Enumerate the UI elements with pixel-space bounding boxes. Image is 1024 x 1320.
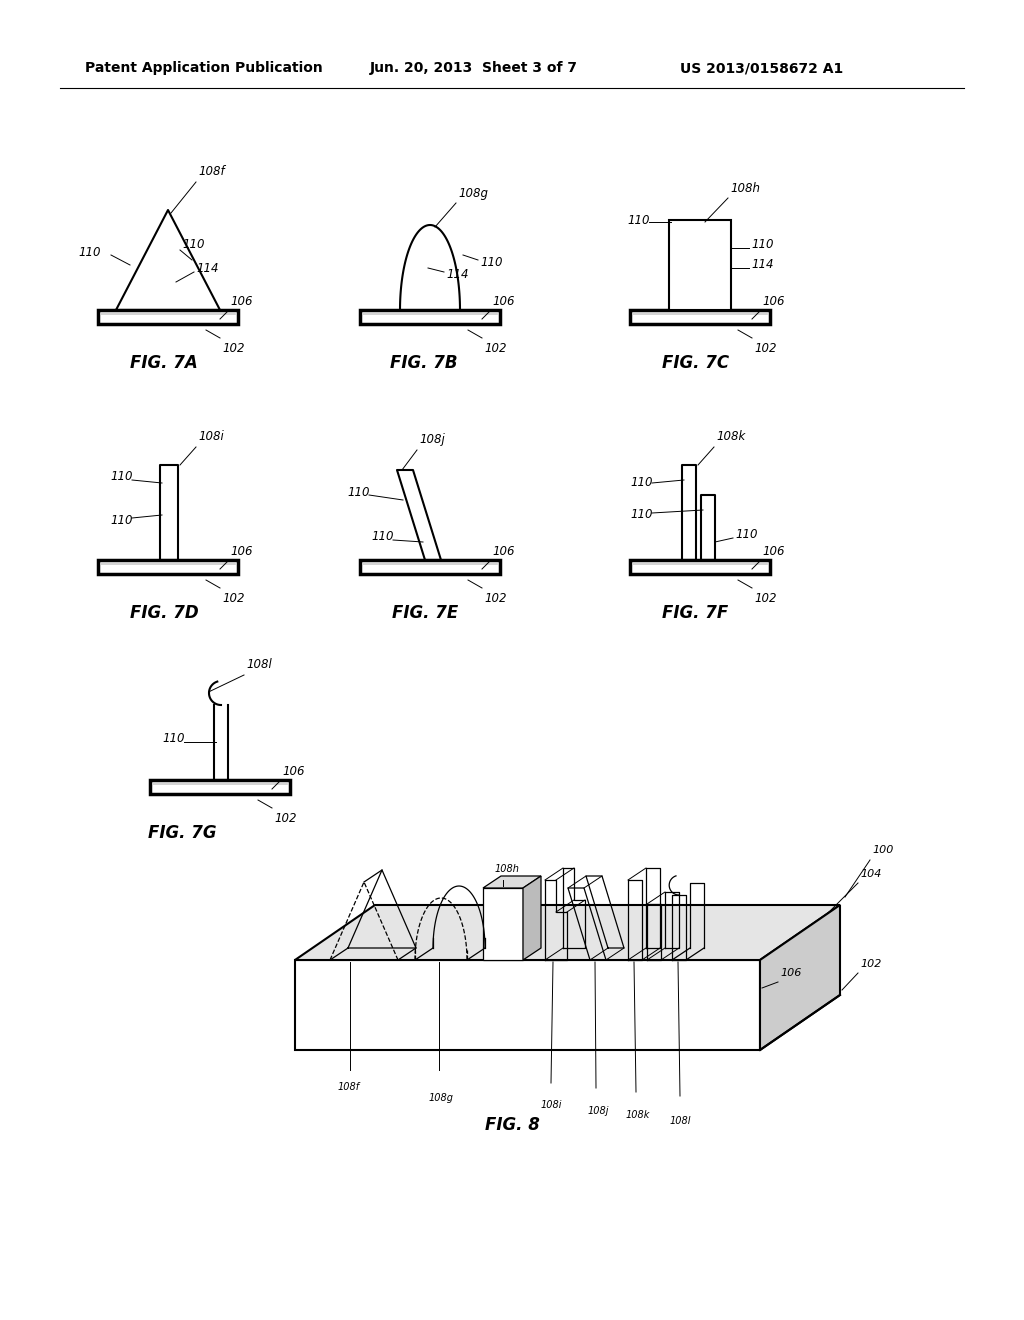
Text: 108k: 108k — [626, 1110, 650, 1119]
Text: 106: 106 — [230, 294, 253, 308]
Text: FIG. 8: FIG. 8 — [484, 1115, 540, 1134]
Text: 110: 110 — [78, 246, 100, 259]
Text: FIG. 7C: FIG. 7C — [662, 354, 729, 372]
Text: 108f: 108f — [198, 165, 224, 178]
Text: 102: 102 — [754, 591, 776, 605]
Text: 108l: 108l — [670, 1115, 691, 1126]
Text: 108g: 108g — [458, 187, 488, 201]
FancyBboxPatch shape — [150, 780, 290, 795]
Text: 102: 102 — [274, 812, 297, 825]
Text: 110: 110 — [630, 508, 652, 521]
Text: 102: 102 — [484, 591, 507, 605]
Text: 102: 102 — [222, 342, 245, 355]
Text: 106: 106 — [762, 294, 784, 308]
Text: Patent Application Publication: Patent Application Publication — [85, 61, 323, 75]
Text: 108j: 108j — [588, 1106, 609, 1115]
Text: 106: 106 — [282, 766, 304, 777]
Text: 108k: 108k — [716, 430, 745, 444]
FancyBboxPatch shape — [360, 310, 500, 323]
Text: 110: 110 — [347, 486, 370, 499]
Text: FIG. 7A: FIG. 7A — [130, 354, 198, 372]
Text: 106: 106 — [230, 545, 253, 558]
Text: 106: 106 — [762, 545, 784, 558]
Text: FIG. 7G: FIG. 7G — [148, 824, 216, 842]
Text: 108i: 108i — [198, 430, 224, 444]
Text: US 2013/0158672 A1: US 2013/0158672 A1 — [680, 61, 843, 75]
Text: FIG. 7E: FIG. 7E — [392, 605, 459, 622]
Polygon shape — [483, 888, 523, 960]
Polygon shape — [760, 906, 840, 1049]
Text: 108l: 108l — [246, 657, 271, 671]
Polygon shape — [295, 906, 840, 960]
Text: FIG. 7D: FIG. 7D — [130, 605, 199, 622]
FancyBboxPatch shape — [98, 310, 238, 323]
Text: 102: 102 — [484, 342, 507, 355]
Text: 110: 110 — [162, 733, 184, 746]
Bar — [669, 220, 731, 310]
Text: Jun. 20, 2013  Sheet 3 of 7: Jun. 20, 2013 Sheet 3 of 7 — [370, 61, 578, 75]
FancyBboxPatch shape — [360, 560, 500, 574]
Text: 106: 106 — [492, 545, 514, 558]
Polygon shape — [483, 876, 541, 888]
Text: 110: 110 — [182, 239, 205, 252]
Text: 114: 114 — [196, 263, 218, 276]
Text: 108j: 108j — [419, 433, 444, 446]
Text: 102: 102 — [860, 960, 882, 969]
Text: 110: 110 — [735, 528, 758, 541]
Polygon shape — [295, 960, 760, 1049]
Text: FIG. 7F: FIG. 7F — [662, 605, 728, 622]
Text: 110: 110 — [751, 239, 773, 252]
Text: 110: 110 — [630, 477, 652, 490]
Text: 108g: 108g — [429, 1093, 454, 1104]
Text: 104: 104 — [860, 869, 882, 879]
Text: 110: 110 — [627, 214, 649, 227]
Text: 110: 110 — [110, 515, 132, 528]
Text: 114: 114 — [446, 268, 469, 281]
Text: 114: 114 — [751, 259, 773, 272]
Text: 110: 110 — [110, 470, 132, 483]
FancyBboxPatch shape — [630, 560, 770, 574]
Polygon shape — [523, 876, 541, 960]
Text: 102: 102 — [222, 591, 245, 605]
Text: 110: 110 — [480, 256, 503, 268]
Text: 108h: 108h — [730, 182, 760, 195]
Text: 110: 110 — [371, 531, 393, 544]
Text: 108f: 108f — [338, 1082, 360, 1092]
FancyBboxPatch shape — [98, 560, 238, 574]
Text: 108h: 108h — [495, 865, 520, 874]
Text: FIG. 7B: FIG. 7B — [390, 354, 458, 372]
Text: 108i: 108i — [541, 1100, 562, 1110]
Text: 106: 106 — [492, 294, 514, 308]
FancyBboxPatch shape — [630, 310, 770, 323]
Text: 106: 106 — [780, 968, 802, 978]
Text: 102: 102 — [754, 342, 776, 355]
Text: 100: 100 — [872, 845, 893, 855]
